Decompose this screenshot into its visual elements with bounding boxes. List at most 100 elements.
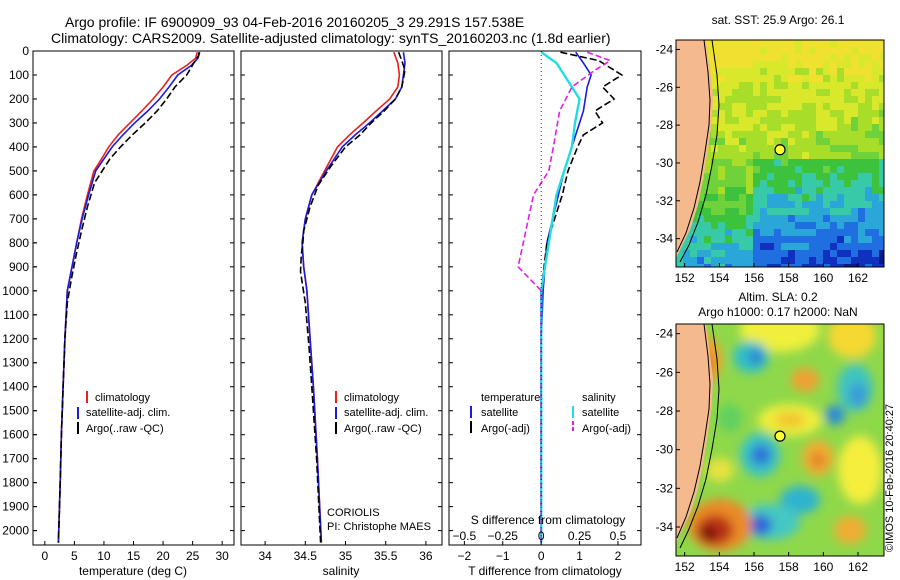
sst-pixel (795, 229, 802, 236)
sst-pixel (725, 96, 732, 103)
sst-pixel (795, 264, 802, 267)
sst-pixel (739, 152, 746, 159)
x-tick-label: 25 (186, 549, 200, 563)
coastline (676, 324, 711, 539)
sst-pixel (781, 152, 788, 159)
sst-pixel (858, 138, 865, 145)
sst-pixel (767, 82, 774, 89)
sst-pixel (732, 201, 739, 208)
depth-tick-label: 1200 (2, 332, 29, 346)
sst-pixel (872, 103, 879, 110)
sst-pixel (802, 208, 809, 215)
sst-pixel (844, 159, 851, 166)
sst-pixel (725, 187, 732, 194)
legend-satellite-adj: satellite-adj. clim. (344, 407, 428, 419)
sst-pixel (865, 159, 872, 166)
sst-pixel (732, 180, 739, 187)
sst-pixel (725, 124, 732, 131)
depth-tick-label: 2000 (2, 524, 29, 538)
sst-pixel (725, 201, 732, 208)
sst-pixel (879, 257, 884, 264)
sst-pixel (774, 40, 781, 47)
sst-pixel (802, 194, 809, 201)
sst-pixel (872, 166, 879, 173)
sst-pixel (767, 117, 774, 124)
sst-pixel (732, 166, 739, 173)
sst-pixel (767, 145, 774, 152)
sst-pixel (725, 54, 732, 61)
depth-tick-label: 300 (9, 116, 29, 130)
argo-float-marker (774, 430, 786, 442)
sst-pixel (837, 54, 844, 61)
sst-pixel (872, 47, 879, 54)
sst-pixel (816, 131, 823, 138)
sst-pixel (718, 145, 725, 152)
sst-pixel (788, 103, 795, 110)
sst-pixel (732, 187, 739, 194)
sst-pixel (844, 89, 851, 96)
sst-pixel (718, 208, 725, 215)
sst-pixel (865, 187, 872, 194)
sst-pixel (858, 166, 865, 173)
sst-pixel (816, 117, 823, 124)
sst-pixel (816, 145, 823, 152)
sst-pixel (865, 47, 872, 54)
sst-pixel (802, 117, 809, 124)
sst-pixel (746, 201, 753, 208)
sst-pixel (746, 96, 753, 103)
sst-pixel (718, 201, 725, 208)
sst-pixel (809, 68, 816, 75)
sst-pixel (781, 201, 788, 208)
sst-pixel (739, 173, 746, 180)
sst-pixel (851, 138, 858, 145)
sst-pixel (816, 222, 823, 229)
sst-pixel (760, 40, 767, 47)
sst-pixel (837, 89, 844, 96)
sst-pixel (774, 54, 781, 61)
sst-pixel (823, 75, 830, 82)
sst-pixel (753, 250, 760, 257)
sst-pixel (753, 145, 760, 152)
sst-pixel (809, 159, 816, 166)
sst-pixel (732, 152, 739, 159)
sst-pixel (816, 201, 823, 208)
sst-pixel (865, 229, 872, 236)
x-tick-label: 34.5 (294, 549, 318, 563)
sst-pixel (816, 236, 823, 243)
sst-pixel (830, 103, 837, 110)
sst-pixel (802, 124, 809, 131)
depth-tick-label: 1400 (2, 380, 29, 394)
sst-pixel (767, 131, 774, 138)
sst-pixel (788, 208, 795, 215)
sst-pixel (858, 47, 865, 54)
sst-pixel (865, 61, 872, 68)
sst-pixel (872, 117, 879, 124)
sst-pixel (683, 243, 690, 250)
sst-pixel (823, 89, 830, 96)
sst-pixel (858, 152, 865, 159)
sst-pixel (816, 40, 823, 47)
sst-pixel (851, 229, 858, 236)
sst-pixel (858, 159, 865, 166)
sst-pixel (809, 194, 816, 201)
sst-pixel (844, 75, 851, 82)
sst-pixel (809, 257, 816, 264)
sst-pixel (711, 215, 718, 222)
sst-map (676, 40, 884, 267)
sst-pixel (879, 131, 884, 138)
sst-pixel (788, 47, 795, 54)
sst-pixel (795, 96, 802, 103)
sst-pixel (739, 110, 746, 117)
sst-pixel (774, 138, 781, 145)
sst-pixel (809, 250, 816, 257)
salinity-axes-frame (240, 50, 443, 546)
sst-pixel (767, 124, 774, 131)
sst-pixel (802, 264, 809, 267)
map-y-tick-label: -30 (656, 443, 674, 457)
sst-pixel (767, 75, 774, 82)
sst-pixel (746, 68, 753, 75)
sst-pixel (844, 145, 851, 152)
sst-pixel (725, 89, 732, 96)
map-x-tick-label: 160 (813, 271, 833, 285)
sst-pixel (697, 250, 704, 257)
